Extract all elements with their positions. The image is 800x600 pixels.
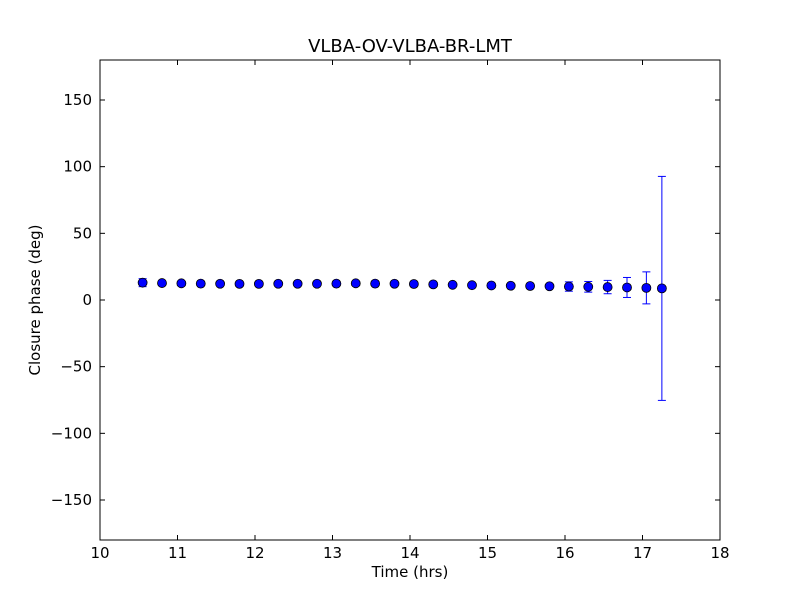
data-point <box>428 279 439 290</box>
x-tick-label: 16 <box>555 544 574 562</box>
plot-area <box>100 60 720 540</box>
data-point <box>486 280 497 291</box>
y-tick-label: 50 <box>73 224 92 242</box>
data-point <box>583 281 594 292</box>
plot-frame <box>99 59 721 541</box>
data-point <box>622 282 632 293</box>
data-point <box>447 279 458 290</box>
y-tick-label: −100 <box>51 424 92 442</box>
x-tick-label: 17 <box>633 544 652 562</box>
data-point <box>312 278 322 289</box>
data-point <box>505 280 516 291</box>
data-point <box>641 282 652 293</box>
x-tick-label: 11 <box>168 544 187 562</box>
data-marks <box>137 175 667 401</box>
data-point <box>137 277 148 288</box>
x-tick-label: 18 <box>710 544 729 562</box>
y-tick-label: −50 <box>60 358 92 376</box>
data-point <box>176 278 187 289</box>
data-point <box>389 278 400 289</box>
data-point <box>292 278 303 289</box>
data-point <box>195 278 206 289</box>
data-point <box>525 281 536 291</box>
x-tick-label: 13 <box>323 544 342 562</box>
x-axis-label: Time (hrs) <box>371 563 449 581</box>
data-point <box>656 283 667 294</box>
y-tick-label: 150 <box>63 91 92 109</box>
x-tick-label: 10 <box>90 544 109 562</box>
data-point <box>408 279 419 289</box>
data-point <box>253 278 264 289</box>
y-axis-label: Closure phase (deg) <box>26 225 44 376</box>
data-point <box>157 278 167 288</box>
data-point <box>602 282 613 292</box>
data-point <box>467 280 477 291</box>
y-tick-label: 100 <box>63 158 92 176</box>
x-tick-label: 12 <box>245 544 264 562</box>
x-tick-label: 15 <box>478 544 497 562</box>
data-point <box>370 278 381 289</box>
y-tick-label: 0 <box>82 291 92 309</box>
data-point <box>234 278 245 289</box>
data-point <box>331 278 342 289</box>
data-point <box>544 281 555 292</box>
chart-title: VLBA-OV-VLBA-BR-LMT <box>308 36 513 57</box>
data-point <box>563 281 574 292</box>
data-point <box>215 278 226 289</box>
data-point <box>273 278 284 289</box>
axis-ticks: 10 11 12 13 14 15 16 17 18 150 100 50 0 −50 −100 −150 <box>51 60 730 562</box>
x-tick-label: 14 <box>400 544 419 562</box>
y-tick-label: −150 <box>51 491 92 509</box>
data-point <box>350 278 361 289</box>
